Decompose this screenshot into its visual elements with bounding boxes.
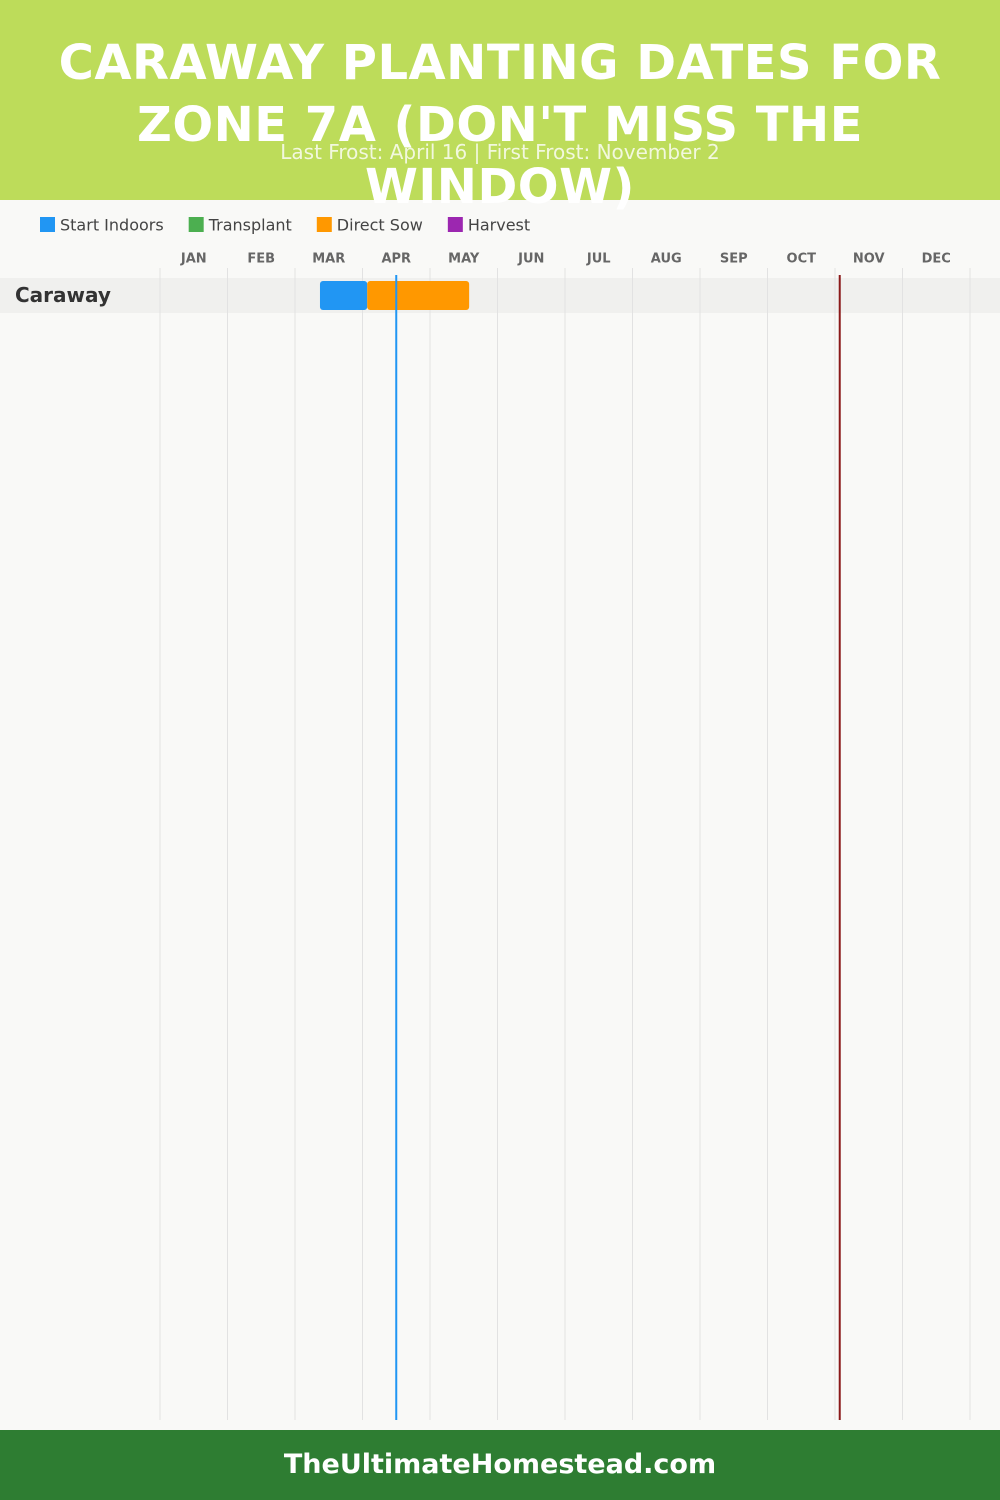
chart: Start Indoors Transplant Direct Sow Harvest…	[0, 200, 1000, 1430]
footer: TheUltimateHomestead.com	[0, 1430, 1000, 1500]
x-tick-label: JUN	[517, 252, 544, 267]
x-tick-label: FEB	[247, 252, 275, 267]
x-tick-label: JAN	[180, 252, 207, 267]
legend-swatch	[40, 217, 55, 232]
row-label: Caraway	[15, 283, 111, 307]
chart-background	[0, 200, 1000, 1430]
legend-swatch	[316, 217, 332, 232]
x-tick-label: OCT	[787, 252, 817, 267]
x-tick-label: DEC	[922, 252, 951, 267]
x-tick-label: SEP	[720, 252, 748, 267]
row-band	[0, 278, 1000, 313]
x-tick-label: JUL	[586, 252, 611, 267]
legend-label: Transplant	[208, 216, 292, 235]
chart-subtitle: Last Frost: April 16 | First Frost: Nove…	[280, 140, 720, 164]
x-tick-label: AUG	[651, 252, 682, 267]
x-tick-label: MAR	[312, 252, 345, 267]
x-tick-label: APR	[381, 252, 411, 267]
legend-label: Direct Sow	[337, 216, 423, 235]
bar	[367, 281, 470, 310]
legend-swatch	[447, 217, 463, 232]
x-tick-label: MAY	[448, 252, 480, 267]
header: CARAWAY PLANTING DATES FOR ZONE 7A (DON'…	[0, 0, 1000, 215]
legend-label: Harvest	[468, 216, 530, 235]
legend-label: Start Indoors	[60, 216, 164, 235]
x-tick-label: NOV	[853, 252, 885, 267]
chart-title: CARAWAY PLANTING DATES FOR ZONE 7A (DON'…	[58, 35, 942, 215]
bar	[319, 281, 368, 310]
legend-swatch	[188, 217, 204, 232]
